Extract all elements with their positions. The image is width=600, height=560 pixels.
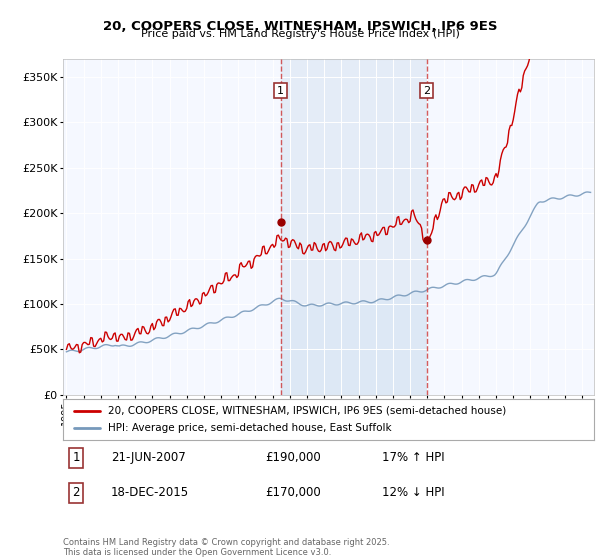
Text: 2: 2 — [73, 486, 80, 500]
Text: Contains HM Land Registry data © Crown copyright and database right 2025.
This d: Contains HM Land Registry data © Crown c… — [63, 538, 389, 557]
Text: 1: 1 — [277, 86, 284, 96]
Text: 2: 2 — [423, 86, 430, 96]
Text: 12% ↓ HPI: 12% ↓ HPI — [382, 486, 444, 500]
Text: 18-DEC-2015: 18-DEC-2015 — [111, 486, 189, 500]
Text: 20, COOPERS CLOSE, WITNESHAM, IPSWICH, IP6 9ES: 20, COOPERS CLOSE, WITNESHAM, IPSWICH, I… — [103, 20, 497, 32]
Text: 1: 1 — [73, 451, 80, 464]
Text: Price paid vs. HM Land Registry's House Price Index (HPI): Price paid vs. HM Land Registry's House … — [140, 29, 460, 39]
Text: 21-JUN-2007: 21-JUN-2007 — [111, 451, 185, 464]
Text: 17% ↑ HPI: 17% ↑ HPI — [382, 451, 444, 464]
Text: 20, COOPERS CLOSE, WITNESHAM, IPSWICH, IP6 9ES (semi-detached house): 20, COOPERS CLOSE, WITNESHAM, IPSWICH, I… — [108, 405, 506, 416]
Bar — [281, 59, 427, 395]
Text: £190,000: £190,000 — [265, 451, 320, 464]
Text: HPI: Average price, semi-detached house, East Suffolk: HPI: Average price, semi-detached house,… — [108, 423, 392, 433]
Text: £170,000: £170,000 — [265, 486, 320, 500]
